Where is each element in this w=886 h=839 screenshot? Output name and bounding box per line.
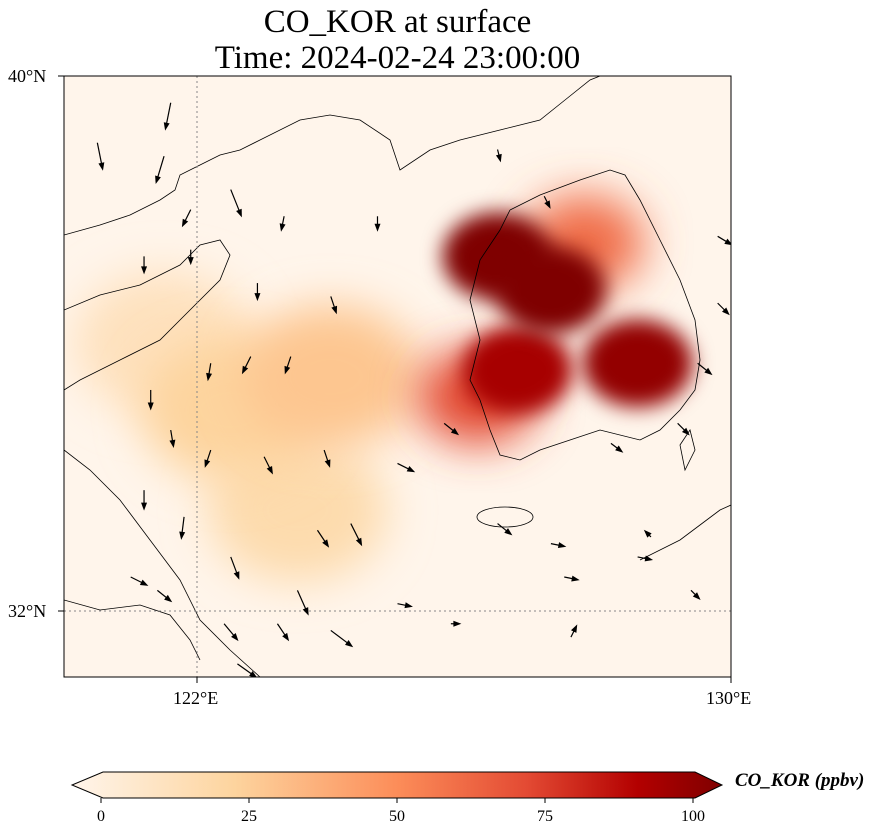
wind-arrow: [187, 249, 194, 266]
wind-arrow: [284, 356, 292, 375]
colorbar-tick-75: 75: [537, 808, 553, 825]
wind-arrow: [397, 602, 413, 609]
gridlines: [64, 76, 731, 677]
chart-title-line1: CO_KOR at surface: [263, 4, 532, 40]
wind-arrow: [141, 256, 148, 275]
wind-arrow: [276, 623, 290, 642]
wind-arrow: [690, 589, 701, 600]
wind-arrow: [330, 629, 354, 648]
wind-arrow: [543, 195, 551, 209]
plume-blob: [582, 319, 693, 408]
wind-arrow: [717, 235, 731, 246]
colorbar-tick-100: 100: [681, 808, 705, 825]
wind-arrow: [157, 589, 173, 603]
wind-arrow: [443, 422, 460, 436]
wind-arrow: [230, 189, 242, 218]
wind-arrow: [223, 623, 239, 642]
colorbar-ticks: [100, 798, 694, 803]
wind-arrow: [350, 523, 363, 547]
concentration-field: [74, 195, 693, 583]
wind-arrow: [564, 575, 580, 582]
wind-arrow: [155, 155, 165, 185]
wind-arrow: [254, 283, 261, 302]
colorbar-tick-0: 0: [97, 808, 105, 825]
wind-arrow: [163, 102, 172, 131]
wind-arrow: [497, 523, 513, 536]
wind-arrow: [677, 422, 690, 436]
lat-tick-40: 40°N: [8, 66, 47, 86]
chart-title-line2: Time: 2024-02-24 23:00:00: [214, 40, 581, 76]
wind-arrow: [241, 356, 252, 375]
wind-arrow: [637, 555, 654, 562]
lat-tick-32: 32°N: [8, 601, 47, 621]
colorbar-label: CO_KOR (ppbv): [735, 770, 865, 791]
wind-arrow: [179, 516, 186, 540]
wind-arrow: [570, 624, 578, 638]
wind-arrow: [374, 216, 381, 232]
wind-arrow: [263, 456, 273, 475]
wind-arrow: [397, 462, 416, 473]
wind-arrow: [169, 429, 176, 448]
plume-blob: [495, 245, 606, 334]
lon-tick-130: 130°E: [706, 688, 752, 708]
coastlines: [64, 76, 731, 677]
wind-arrow: [279, 216, 286, 232]
wind-arrow: [130, 576, 149, 586]
colorbar: [70, 771, 724, 799]
plume-blob: [462, 325, 573, 414]
lon-tick-122: 122°E: [173, 688, 219, 708]
wind-arrow: [495, 149, 502, 163]
wind-arrow: [141, 490, 148, 511]
wind-arrow: [550, 542, 567, 549]
wind-arrow: [316, 529, 330, 548]
wind-arrow: [296, 590, 309, 616]
map-frame: [63, 75, 732, 678]
plume-blob: [240, 304, 421, 449]
wind-arrow: [330, 296, 338, 315]
wind-arrow: [237, 663, 257, 677]
wind-vectors: [96, 102, 731, 677]
colorbar-tick-50: 50: [389, 808, 405, 825]
colorbar-tick-25: 25: [241, 808, 257, 825]
wind-arrow: [204, 449, 212, 468]
wind-arrow: [610, 442, 624, 453]
wind-arrow: [181, 209, 192, 228]
wind-arrow: [450, 620, 462, 627]
wind-arrow: [96, 142, 105, 171]
wind-arrow: [206, 363, 213, 382]
wind-arrow: [643, 529, 652, 538]
wind-arrow: [323, 449, 331, 468]
wind-arrow: [697, 362, 713, 376]
wind-arrow: [147, 389, 154, 411]
wind-arrow: [717, 302, 730, 316]
wind-arrow: [230, 556, 240, 580]
